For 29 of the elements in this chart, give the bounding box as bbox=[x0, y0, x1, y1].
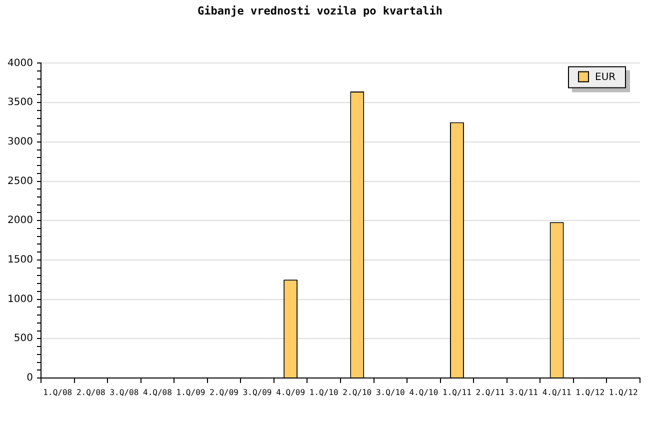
x-tick-label: 3.Q/08 bbox=[110, 388, 139, 397]
y-tick-label: 2500 bbox=[8, 176, 33, 187]
y-tick-label: 3500 bbox=[8, 97, 33, 108]
x-tick-label: 4.Q/10 bbox=[409, 388, 438, 397]
legend-label: EUR bbox=[595, 72, 616, 83]
chart-title: Gibanje vrednosti vozila po kvartalih bbox=[197, 4, 443, 18]
x-tick-label: 2.Q/08 bbox=[76, 388, 106, 397]
x-tick-label: 1.Q/09 bbox=[176, 388, 206, 397]
x-tick-label: 1.Q/11 bbox=[442, 388, 472, 397]
y-tick-label: 0 bbox=[26, 372, 33, 384]
x-tick-label: 1.Q/12 bbox=[576, 388, 605, 397]
x-tick-label: 3.Q/11 bbox=[509, 388, 538, 397]
x-tick-label: 1.Q/10 bbox=[309, 388, 338, 397]
y-tick-label: 4000 bbox=[8, 58, 33, 69]
x-tick-label: 4.Q/08 bbox=[143, 388, 172, 397]
x-tick-label: 4.Q/09 bbox=[276, 388, 306, 397]
x-tick-label: 3.Q/10 bbox=[376, 388, 406, 397]
y-tick-label: 3000 bbox=[8, 136, 33, 148]
x-tick-label: 4.Q/11 bbox=[542, 388, 572, 397]
x-tick-label: 3.Q/09 bbox=[242, 388, 272, 397]
x-tick-label: 2.Q/09 bbox=[210, 388, 239, 397]
x-tick-label: 2.Q/11 bbox=[476, 388, 505, 397]
y-tick-label: 1000 bbox=[8, 294, 33, 305]
x-tick-label: 2.Q/10 bbox=[342, 388, 372, 397]
y-tick-label: 1500 bbox=[8, 254, 33, 266]
y-tick-label: 500 bbox=[14, 333, 33, 344]
y-tick-label: 2000 bbox=[8, 215, 33, 226]
x-tick-label: 1.Q/12 bbox=[608, 388, 638, 397]
x-tick-label: 1.Q/08 bbox=[43, 388, 72, 397]
